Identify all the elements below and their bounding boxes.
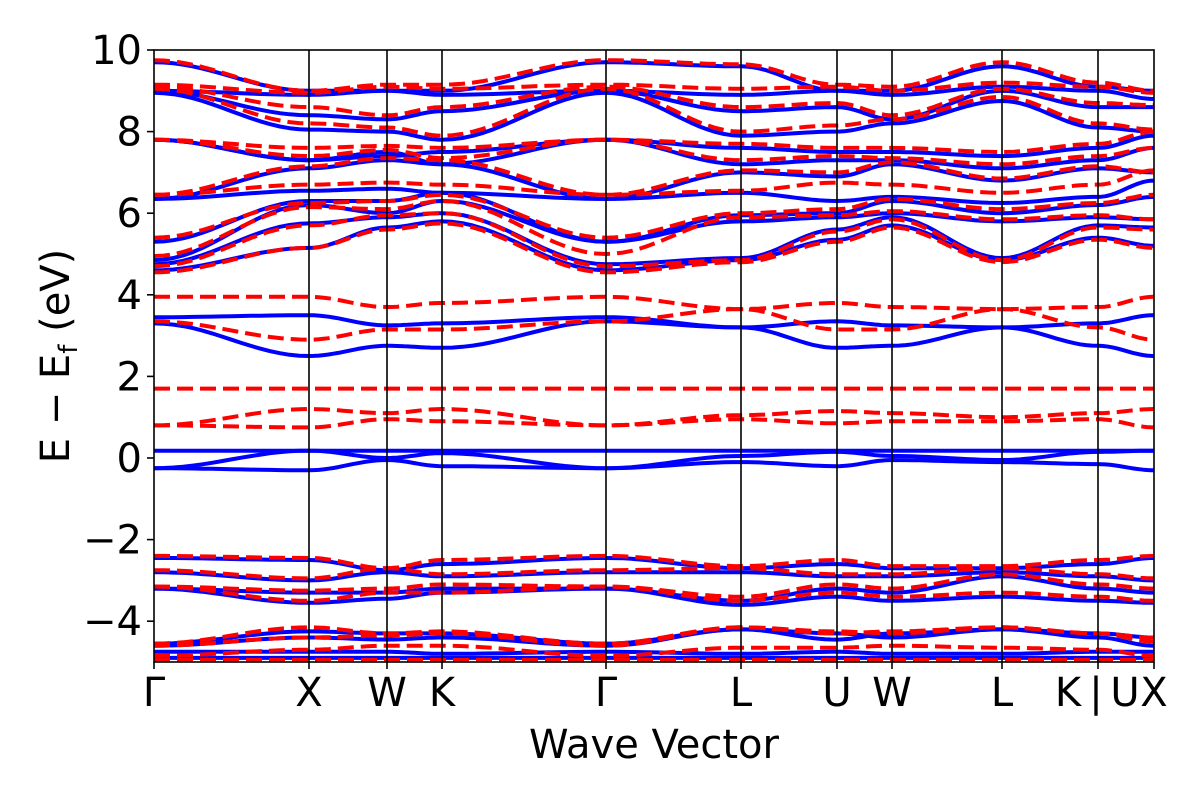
y-tick-label: 10	[91, 28, 142, 74]
svg-text:E − Ef (eV): E − Ef (eV)	[33, 249, 84, 464]
x-tick-label: X	[1140, 670, 1167, 716]
y-tick-label: 0	[117, 436, 142, 482]
x-axis: Γ X W K Γ L U W L K | U X	[143, 662, 1168, 716]
y-axis-title-sub: f	[54, 344, 84, 354]
x-tick-label: L	[730, 670, 753, 716]
y-tick-label: 2	[117, 354, 142, 400]
y-tick-label: 8	[117, 110, 142, 156]
x-tick-label: X	[295, 670, 322, 716]
y-tick-label: 6	[117, 191, 142, 237]
x-tick-label: K	[1055, 670, 1083, 716]
y-tick-label: −4	[83, 599, 142, 645]
x-tick-label: W	[872, 670, 912, 716]
dashed-red-band-22	[154, 84, 1154, 118]
dashed-red-band-8	[154, 417, 1154, 430]
solid-blue-band-16	[154, 190, 1154, 244]
x-tick-label: K	[429, 670, 457, 716]
x-tick-label: U	[1110, 670, 1139, 716]
dashed-red-band-9	[154, 407, 1154, 428]
x-tick-label-separator: |	[1089, 670, 1102, 716]
dashed-red-band-12	[154, 294, 1154, 312]
x-axis-title: Wave Vector	[529, 722, 780, 768]
x-tick-label: L	[991, 670, 1014, 716]
y-axis: 10 8 6 4 2 0 −2 −4	[83, 28, 154, 645]
dashed-red-band-19	[154, 137, 1154, 167]
solid-blue-band-1	[154, 649, 1154, 656]
y-axis-title-unit: (eV)	[33, 249, 79, 345]
y-axis-title: E − Ef (eV)	[33, 249, 84, 464]
x-tick-label: Γ	[143, 670, 166, 716]
y-tick-label: −2	[83, 518, 142, 564]
y-tick-label: 4	[117, 273, 142, 319]
bands-layer	[154, 58, 1154, 662]
x-tick-label: W	[367, 670, 407, 716]
dashed-red-band-24	[154, 58, 1154, 93]
x-tick-label: U	[822, 670, 851, 716]
plot-frame	[153, 49, 1155, 663]
x-tick-label: Γ	[595, 670, 618, 716]
kpoint-lines	[308, 50, 1099, 662]
dashed-red-band-18	[154, 156, 1154, 197]
solid-blue-band-12	[154, 313, 1154, 330]
y-axis-title-main: E − E	[33, 354, 79, 464]
solid-blue-band-9	[154, 448, 1154, 471]
